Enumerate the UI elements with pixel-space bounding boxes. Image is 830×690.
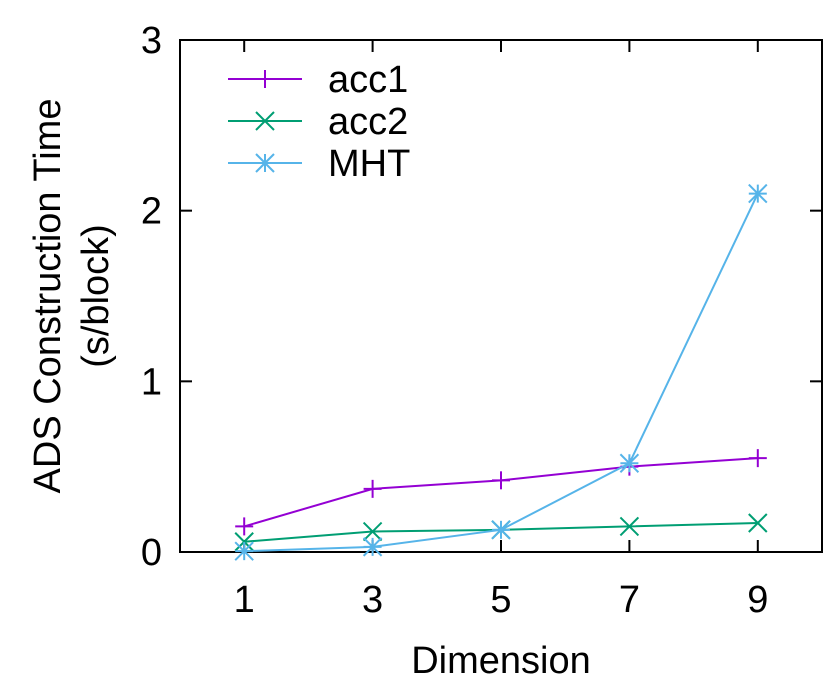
series-layer	[234, 183, 768, 561]
data-point	[619, 516, 640, 537]
y-tick-label: 2	[141, 191, 162, 233]
x-tick-label: 1	[234, 579, 255, 621]
data-point	[619, 453, 640, 473]
y-axis-label-line-2: (s/block)	[75, 224, 117, 368]
series-MHT	[234, 183, 768, 561]
legend-label: acc2	[328, 101, 408, 143]
data-point	[491, 520, 511, 540]
x-axis: 1 3 5 7 9	[234, 40, 768, 621]
x-tick-label: 5	[490, 579, 511, 621]
data-point	[255, 111, 275, 131]
data-point	[255, 153, 275, 173]
data-point	[492, 471, 510, 490]
legend-entry: acc1	[228, 59, 408, 101]
y-tick-label: 3	[141, 20, 162, 62]
series-acc1	[235, 449, 767, 536]
legend-label: MHT	[328, 143, 410, 185]
data-point	[256, 70, 274, 88]
data-point	[748, 449, 767, 468]
data-point	[234, 532, 254, 552]
data-point	[748, 183, 768, 204]
y-axis-label-line-1: ADS Construction Time	[27, 99, 69, 494]
data-point	[234, 541, 254, 561]
y-tick-label: 0	[141, 532, 162, 574]
x-axis-label: Dimension	[411, 640, 591, 682]
data-point	[363, 479, 382, 498]
y-axis-label: ADS Construction Time (s/block)	[27, 99, 117, 494]
data-point	[748, 513, 768, 533]
legend-entry: MHT	[228, 143, 410, 185]
x-tick-label: 9	[747, 579, 768, 621]
series-line	[243, 457, 758, 528]
y-tick-label: 1	[141, 361, 162, 403]
data-point	[362, 537, 383, 557]
x-tick-label: 3	[362, 579, 383, 621]
data-point	[362, 521, 383, 542]
data-point	[235, 517, 254, 536]
series-line	[244, 193, 759, 553]
legend-entry: acc2	[228, 101, 408, 143]
x-tick-label: 7	[619, 579, 640, 621]
y-axis: 0 1 2 3	[141, 20, 822, 574]
legend-label: acc1	[328, 59, 408, 101]
